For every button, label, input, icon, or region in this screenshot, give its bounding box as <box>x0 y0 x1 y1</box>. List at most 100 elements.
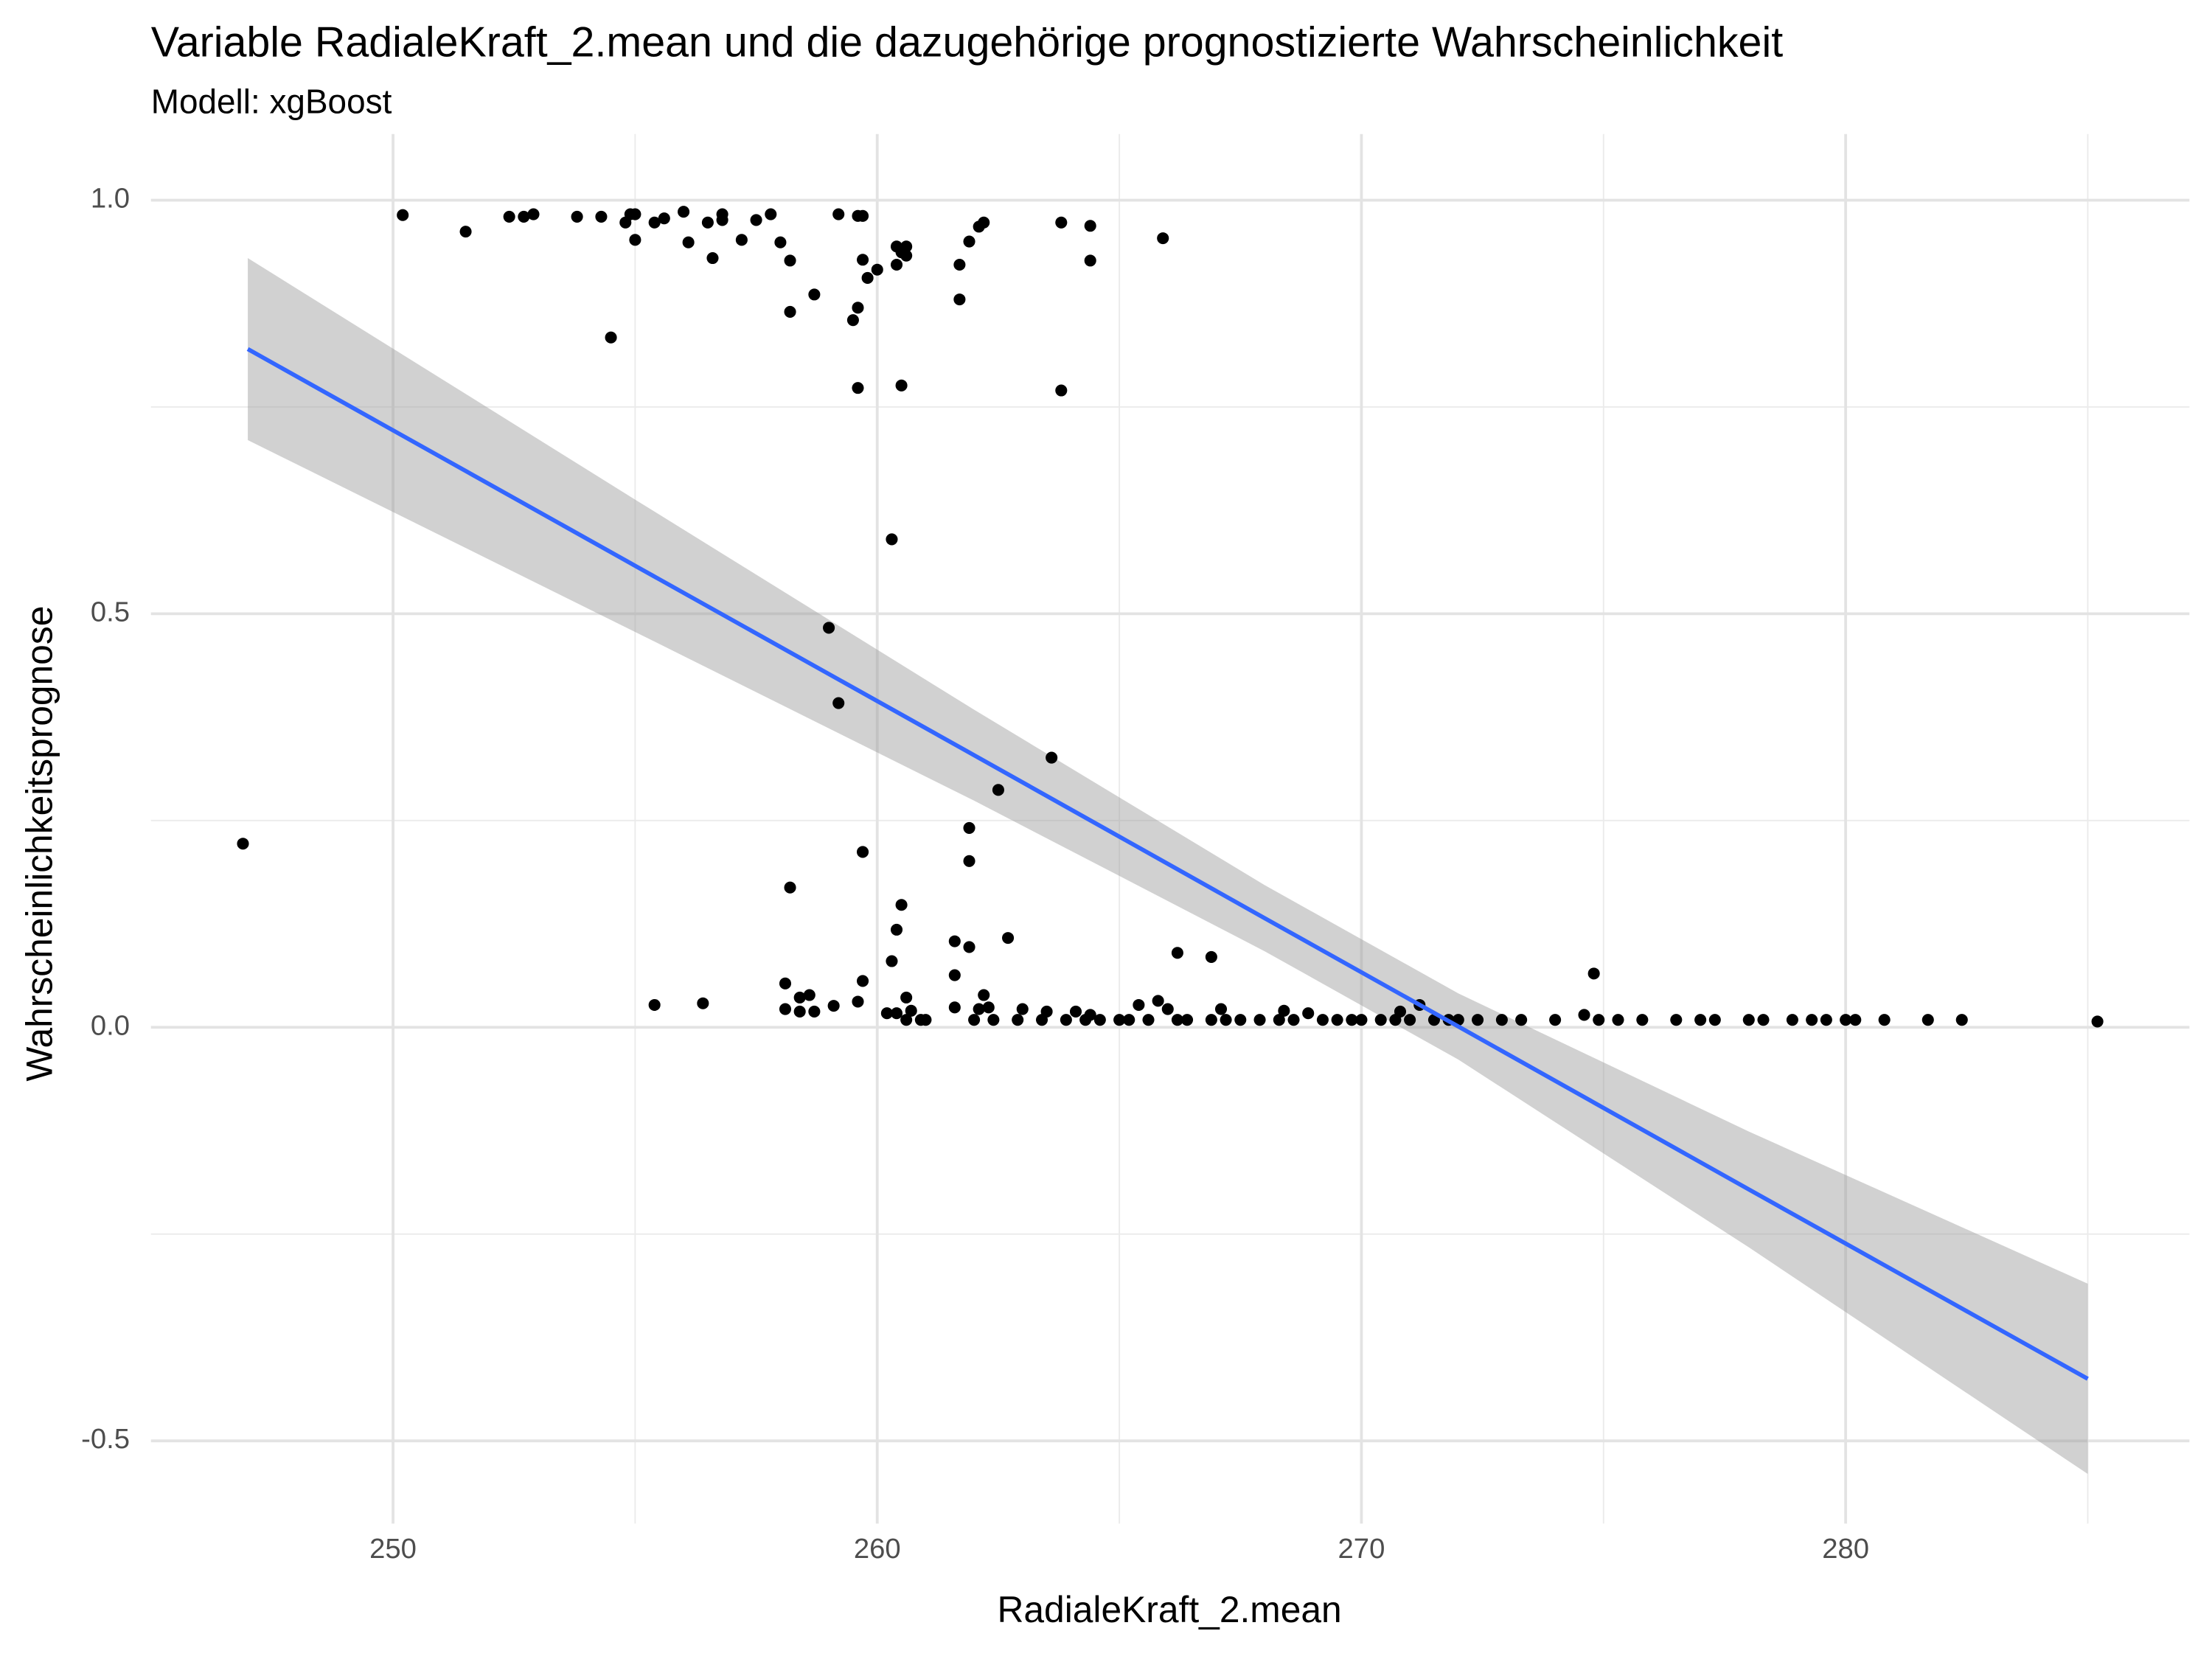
data-point <box>1060 1014 1072 1026</box>
data-point <box>1670 1014 1683 1026</box>
data-point <box>701 216 714 229</box>
data-point <box>895 899 908 911</box>
data-point <box>1084 1009 1096 1021</box>
data-point <box>1404 1014 1416 1026</box>
y-tick-label: 0.5 <box>91 596 130 627</box>
data-point <box>658 212 670 225</box>
data-point <box>1181 1014 1194 1026</box>
data-point <box>1549 1014 1562 1026</box>
data-point <box>648 216 661 229</box>
data-point <box>716 208 728 220</box>
data-point <box>895 379 908 392</box>
data-point <box>1612 1014 1624 1026</box>
data-point <box>779 977 792 990</box>
data-point <box>852 382 864 394</box>
data-point <box>948 1001 961 1014</box>
data-point <box>1955 1014 1968 1026</box>
data-point <box>629 208 641 220</box>
data-point <box>1084 254 1096 267</box>
data-point <box>1069 1005 1082 1018</box>
data-point <box>793 1005 806 1018</box>
data-point <box>1055 384 1068 397</box>
data-point <box>784 305 796 318</box>
data-point <box>779 1003 792 1015</box>
data-point <box>1302 1007 1315 1020</box>
data-point <box>1346 1014 1358 1026</box>
data-point <box>1171 1014 1183 1026</box>
data-point <box>1849 1014 1862 1026</box>
data-point <box>1084 220 1096 232</box>
data-point <box>237 838 249 850</box>
data-point <box>880 1007 893 1020</box>
data-point <box>900 1014 913 1026</box>
data-point <box>857 975 869 987</box>
x-axis-title: RadialeKraft_2.mean <box>997 1589 1341 1630</box>
data-point <box>978 989 990 1001</box>
data-point <box>857 254 869 266</box>
data-point <box>1113 1014 1126 1026</box>
data-point <box>1878 1014 1891 1026</box>
data-point <box>919 1014 932 1026</box>
x-tick-label: 280 <box>1822 1533 1869 1565</box>
data-point <box>1205 950 1217 963</box>
data-point <box>793 991 806 1004</box>
data-point <box>648 998 661 1012</box>
data-point <box>1495 1014 1508 1026</box>
data-point <box>629 234 641 246</box>
data-point <box>886 533 898 546</box>
data-point <box>832 697 845 709</box>
data-point <box>697 997 709 1009</box>
data-point <box>808 1005 821 1018</box>
y-tick-label: 1.0 <box>91 183 130 215</box>
data-point <box>1273 1014 1285 1026</box>
data-point <box>2091 1015 2104 1028</box>
data-point <box>1142 1014 1155 1026</box>
data-point <box>987 1014 1000 1026</box>
data-point <box>852 995 864 1008</box>
data-point <box>750 214 762 226</box>
data-point <box>963 855 975 867</box>
data-point <box>890 923 903 936</box>
data-point <box>1161 1003 1174 1015</box>
data-point <box>1220 1014 1232 1026</box>
data-point <box>784 254 796 267</box>
data-point <box>886 955 898 967</box>
data-point <box>1016 1003 1029 1015</box>
data-point <box>1636 1014 1649 1026</box>
data-point <box>832 208 845 220</box>
chart-subtitle: Modell: xgBoost <box>151 83 392 121</box>
data-point <box>1214 1003 1228 1015</box>
data-point <box>948 935 961 947</box>
data-point <box>963 821 975 834</box>
data-point <box>1157 232 1169 245</box>
data-point <box>905 1004 917 1017</box>
data-point <box>1234 1014 1247 1026</box>
data-point <box>1757 1014 1770 1026</box>
y-tick-label: -0.5 <box>81 1423 130 1455</box>
data-point <box>871 263 883 276</box>
data-point <box>1046 751 1058 764</box>
chart-title: Variable RadialeKraft_2.mean und die daz… <box>151 18 1783 66</box>
data-point <box>861 271 874 284</box>
data-point <box>823 622 835 634</box>
data-point <box>1921 1014 1934 1026</box>
data-point <box>503 210 515 223</box>
data-point <box>1840 1014 1852 1026</box>
data-point <box>1708 1014 1721 1026</box>
fit-line <box>246 347 2089 1381</box>
data-point <box>982 1001 995 1014</box>
data-point <box>682 236 695 248</box>
data-point <box>1093 1014 1106 1026</box>
data-point <box>1593 1014 1605 1026</box>
data-point <box>595 210 608 223</box>
data-point <box>678 206 690 218</box>
data-point <box>605 331 617 344</box>
data-point <box>846 314 859 327</box>
data-point <box>948 969 961 981</box>
data-point <box>1316 1014 1329 1026</box>
data-point <box>808 288 821 301</box>
data-point <box>1152 995 1164 1007</box>
data-point <box>1171 947 1183 959</box>
data-point <box>1355 1014 1368 1026</box>
